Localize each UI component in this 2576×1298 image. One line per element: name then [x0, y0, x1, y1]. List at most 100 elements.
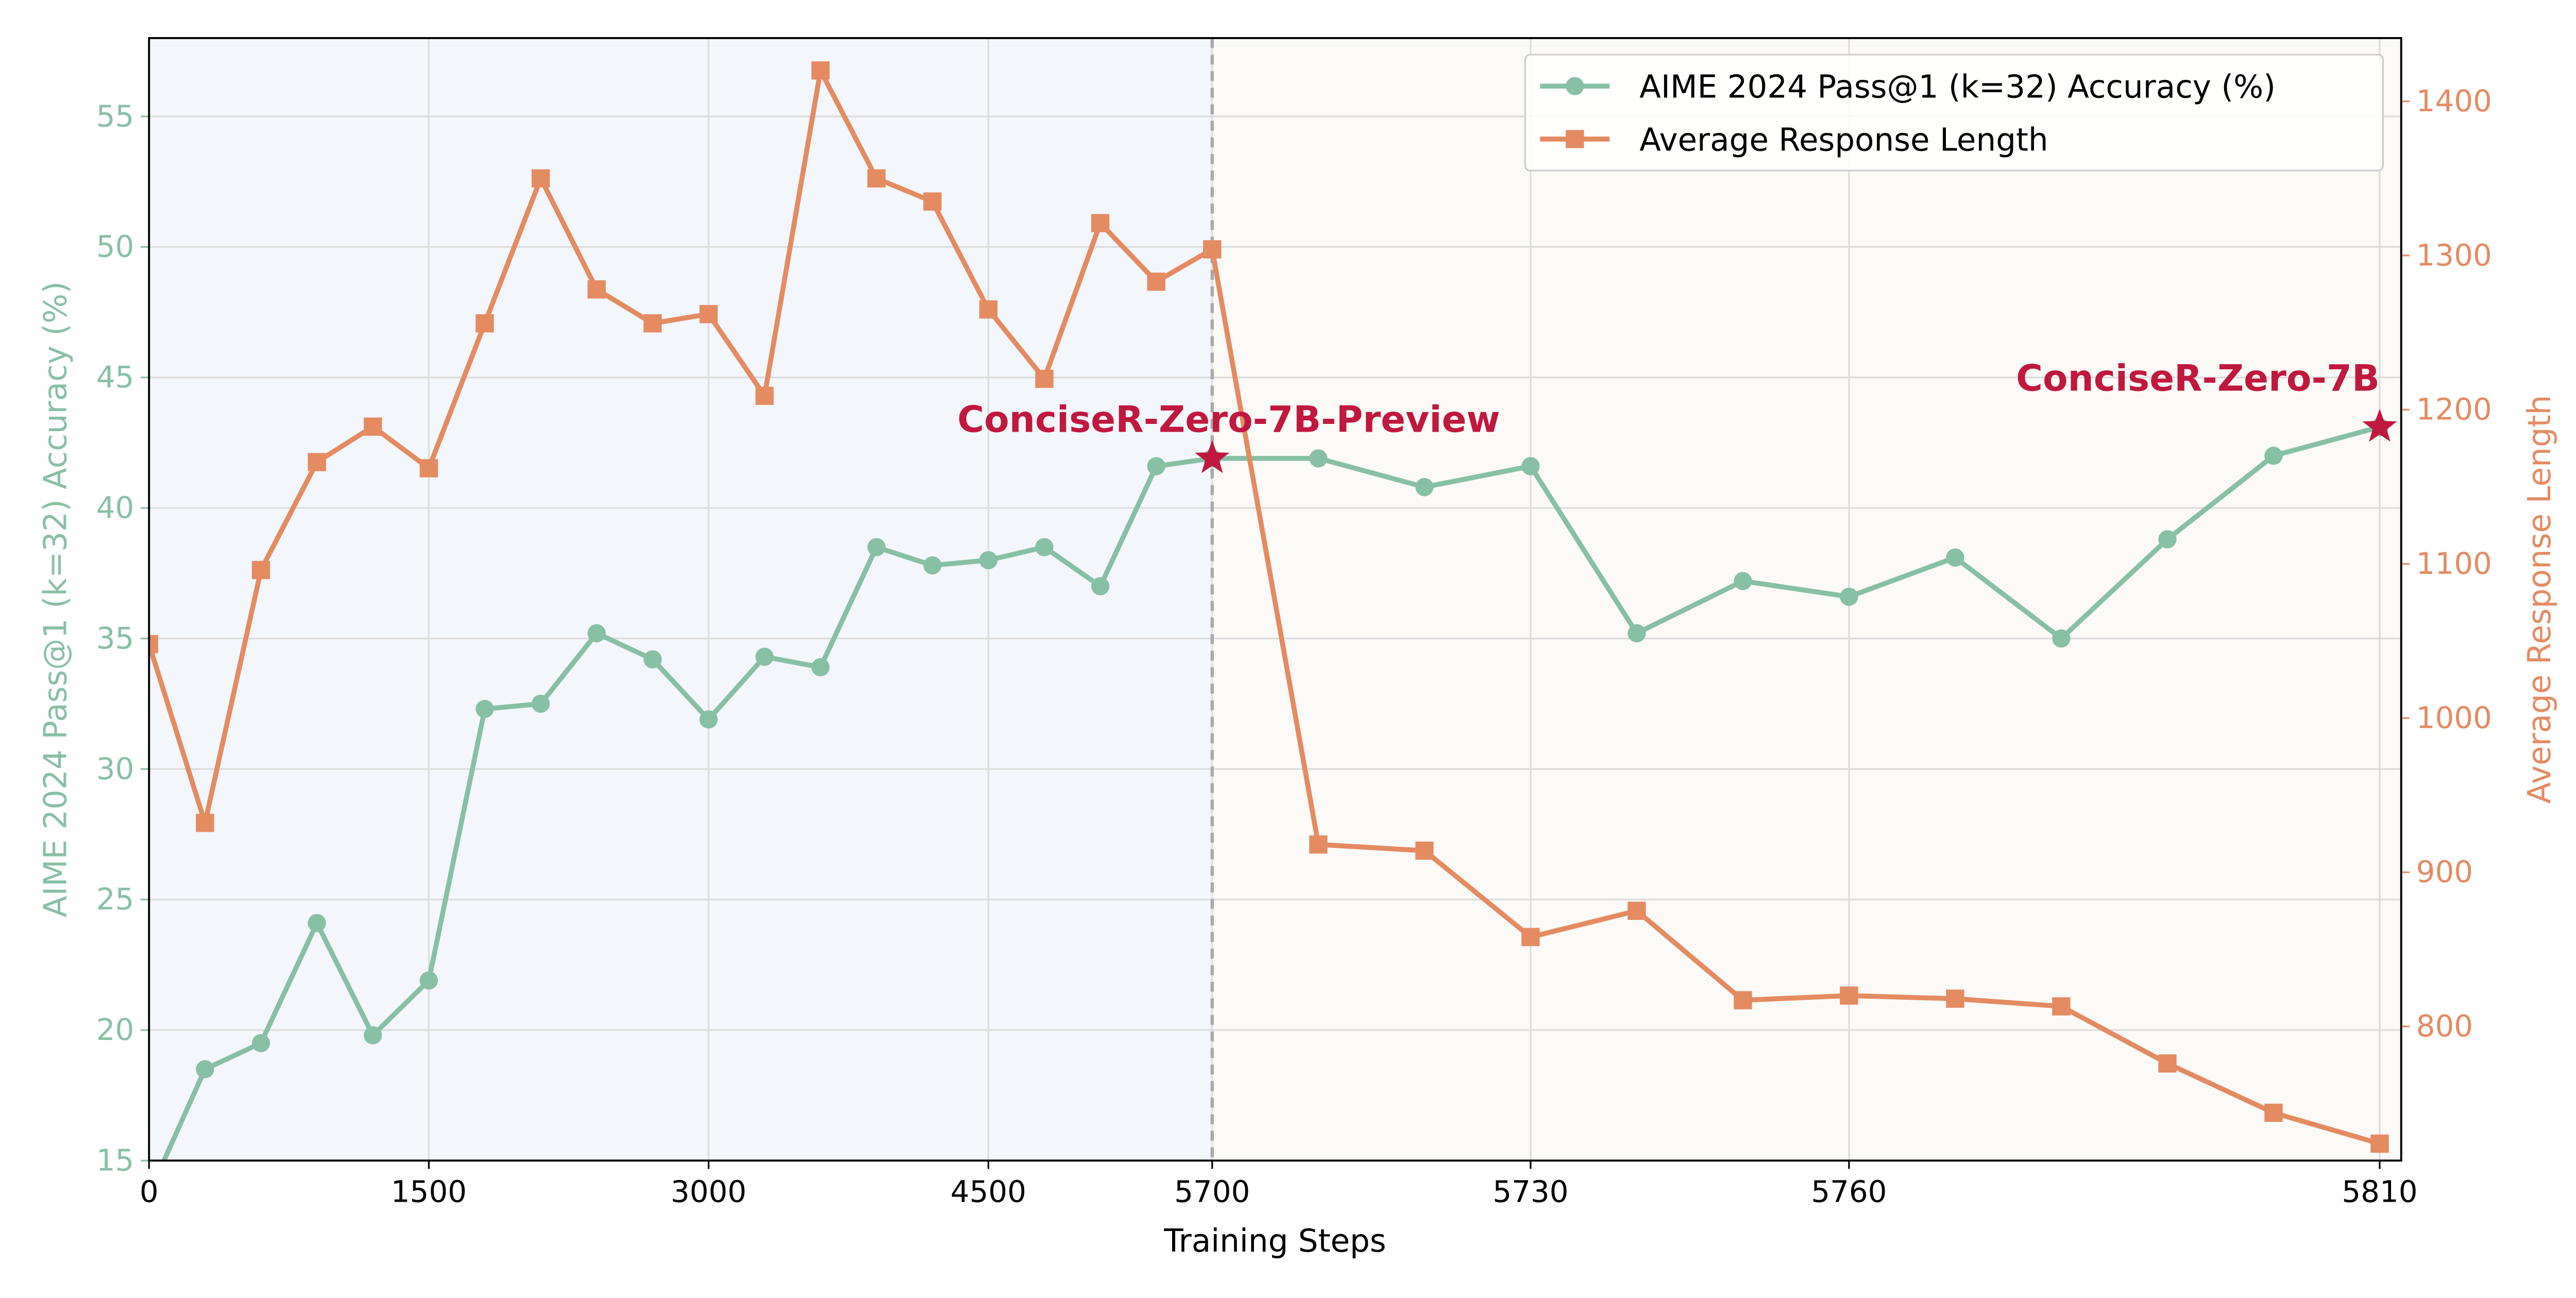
data-point	[1309, 449, 1328, 468]
data-point	[699, 710, 718, 729]
data-point	[251, 1034, 270, 1052]
data-point	[1147, 457, 1165, 475]
data-point	[531, 169, 550, 188]
data-point	[811, 61, 830, 80]
data-point	[699, 305, 718, 323]
data-point	[1628, 624, 1646, 643]
data-point	[1946, 548, 1964, 567]
data-point	[1091, 214, 1110, 232]
y-left-tick-label: 20	[96, 1012, 134, 1047]
data-point	[1840, 986, 1858, 1005]
data-point	[923, 192, 942, 211]
data-point	[476, 699, 494, 719]
data-point	[2158, 530, 2177, 549]
y-right-tick-label: 1300	[2416, 237, 2492, 272]
data-point	[1091, 577, 1110, 595]
data-point	[2264, 447, 2283, 465]
annotation-label: ConciseR-Zero-7B	[2016, 356, 2380, 399]
annotation-label: ConciseR-Zero-7B-Preview	[957, 398, 1500, 440]
y-left-tick-label: 55	[96, 98, 134, 133]
region-before	[149, 38, 1212, 1161]
data-point	[2264, 1103, 2283, 1122]
data-point	[531, 694, 550, 713]
x-tick-label: 3000	[671, 1174, 747, 1209]
data-point	[1734, 991, 1752, 1010]
data-point	[1147, 272, 1165, 291]
data-point	[1035, 369, 1054, 388]
data-point	[643, 314, 662, 333]
data-point	[364, 1026, 382, 1045]
legend-accuracy-label: AIME 2024 Pass@1 (k=32) Accuracy (%)	[1639, 69, 2276, 106]
data-point	[2052, 997, 2071, 1016]
data-point	[867, 538, 886, 556]
data-point	[1415, 477, 1434, 497]
y-left-tick-label: 35	[96, 621, 134, 656]
data-point	[923, 556, 942, 575]
data-point	[867, 169, 886, 188]
x-tick-label: 4500	[951, 1174, 1026, 1209]
y-left-tick-label: 25	[96, 882, 134, 917]
x-tick-label: 0	[140, 1174, 159, 1209]
x-tick-label: 5730	[1493, 1174, 1568, 1209]
data-point	[364, 417, 382, 436]
series-accuracy	[161, 418, 2389, 1161]
data-point	[2370, 1134, 2389, 1153]
data-point	[1521, 457, 1540, 475]
data-point	[308, 453, 326, 471]
x-tick-label: 1500	[391, 1174, 467, 1209]
data-point	[2052, 629, 2071, 648]
data-point	[251, 561, 270, 579]
y-right-tick-label: 1000	[2416, 700, 2492, 735]
data-point	[476, 314, 494, 333]
data-point	[1309, 835, 1328, 854]
data-point	[979, 300, 998, 319]
y-left-tick-label: 45	[96, 360, 134, 395]
y-axis-left-label: AIME 2024 Pass@1 (k=32) Accuracy (%)	[38, 281, 74, 917]
region-after	[1212, 38, 2401, 1161]
data-point	[1628, 901, 1646, 920]
data-point	[1734, 572, 1752, 590]
x-tick-label: 5810	[2342, 1174, 2417, 1209]
data-point	[587, 624, 606, 643]
y-axis-right-label: Average Response Length	[2521, 395, 2558, 804]
legend-circle-marker-icon	[1566, 77, 1584, 95]
data-point	[2158, 1054, 2177, 1073]
y-left-tick-label: 30	[96, 751, 134, 786]
data-point	[811, 658, 830, 677]
y-left-tick-label: 15	[96, 1143, 134, 1178]
data-point	[1521, 928, 1540, 946]
series-length	[149, 61, 2389, 1153]
data-point	[196, 1060, 214, 1079]
plot-frame	[148, 37, 2402, 1162]
data-point	[308, 914, 326, 932]
y-left-tick-label: 40	[96, 490, 134, 525]
x-tick-label: 5700	[1174, 1174, 1250, 1209]
data-point	[419, 971, 438, 990]
star-marker-icon	[1195, 440, 1230, 473]
data-point	[979, 551, 998, 570]
y-right-tick-label: 800	[2416, 1009, 2473, 1044]
y-right-tick-label: 1100	[2416, 546, 2492, 581]
data-point	[643, 650, 662, 669]
legend-square-marker-icon	[1566, 130, 1584, 148]
legend: AIME 2024 Pass@1 (k=32) Accuracy (%) Aver…	[1524, 54, 2384, 172]
data-point	[1035, 538, 1054, 556]
data-point	[587, 280, 606, 299]
data-point	[196, 813, 214, 832]
data-point	[149, 635, 158, 654]
data-point	[755, 647, 774, 666]
x-tick-label: 5760	[1811, 1174, 1887, 1209]
x-axis-label: Training Steps	[1163, 1223, 1386, 1259]
data-point	[755, 386, 774, 405]
data-point	[1840, 587, 1858, 606]
data-point	[1415, 841, 1434, 860]
y-right-tick-label: 1400	[2416, 83, 2492, 118]
star-marker-icon	[2362, 408, 2397, 442]
y-right-tick-label: 1200	[2416, 392, 2492, 427]
data-point	[419, 459, 438, 477]
data-point	[1203, 240, 1222, 259]
y-left-tick-label: 50	[96, 229, 134, 264]
y-right-tick-label: 900	[2416, 855, 2473, 890]
data-point	[1946, 989, 1964, 1008]
